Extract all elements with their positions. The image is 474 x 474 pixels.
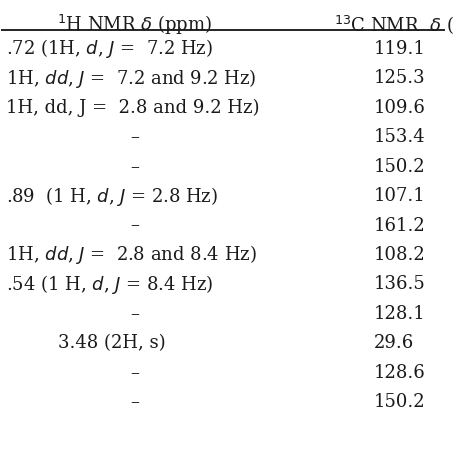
Text: 108.2: 108.2 [374, 246, 426, 264]
Text: –: – [130, 393, 139, 411]
Text: 107.1: 107.1 [374, 187, 426, 205]
Text: –: – [130, 158, 139, 175]
Text: .89  (1 H, $\mathit{d}$, $\mathit{J}$ = 2.8 Hz): .89 (1 H, $\mathit{d}$, $\mathit{J}$ = 2… [6, 184, 218, 208]
Text: –: – [130, 364, 139, 382]
Text: 161.2: 161.2 [374, 217, 426, 235]
Text: 150.2: 150.2 [374, 158, 425, 175]
Text: –: – [130, 217, 139, 235]
Text: $^{13}$C NMR  $\delta$ (: $^{13}$C NMR $\delta$ ( [334, 13, 454, 36]
Text: .54 (1 H, $\mathit{d}$, $\mathit{J}$ = 8.4 Hz): .54 (1 H, $\mathit{d}$, $\mathit{J}$ = 8… [6, 273, 213, 296]
Text: –: – [130, 128, 139, 146]
Text: 125.3: 125.3 [374, 69, 425, 87]
Text: .72 (1H, $\mathit{d}$, $\mathit{J}$ =  7.2 Hz): .72 (1H, $\mathit{d}$, $\mathit{J}$ = 7.… [6, 37, 213, 60]
Text: $^{1}$H NMR $\delta$ (ppm): $^{1}$H NMR $\delta$ (ppm) [57, 13, 212, 37]
Text: 128.1: 128.1 [374, 305, 426, 323]
Text: 153.4: 153.4 [374, 128, 425, 146]
Text: 136.5: 136.5 [374, 275, 426, 293]
Text: –: – [130, 305, 139, 323]
Text: 1H, dd, J =  2.8 and 9.2 Hz): 1H, dd, J = 2.8 and 9.2 Hz) [6, 99, 259, 117]
Text: 109.6: 109.6 [374, 99, 426, 117]
Text: 150.2: 150.2 [374, 393, 425, 411]
Text: 1H, $\mathit{dd}$, $\mathit{J}$ =  2.8 and 8.4 Hz): 1H, $\mathit{dd}$, $\mathit{J}$ = 2.8 an… [6, 244, 257, 266]
Text: 3.48 (2H, s): 3.48 (2H, s) [58, 334, 166, 352]
Text: 119.1: 119.1 [374, 40, 426, 58]
Text: 128.6: 128.6 [374, 364, 426, 382]
Text: 1H, $\mathit{dd}$, $\mathit{J}$ =  7.2 and 9.2 Hz): 1H, $\mathit{dd}$, $\mathit{J}$ = 7.2 an… [6, 67, 256, 90]
Text: 29.6: 29.6 [374, 334, 414, 352]
